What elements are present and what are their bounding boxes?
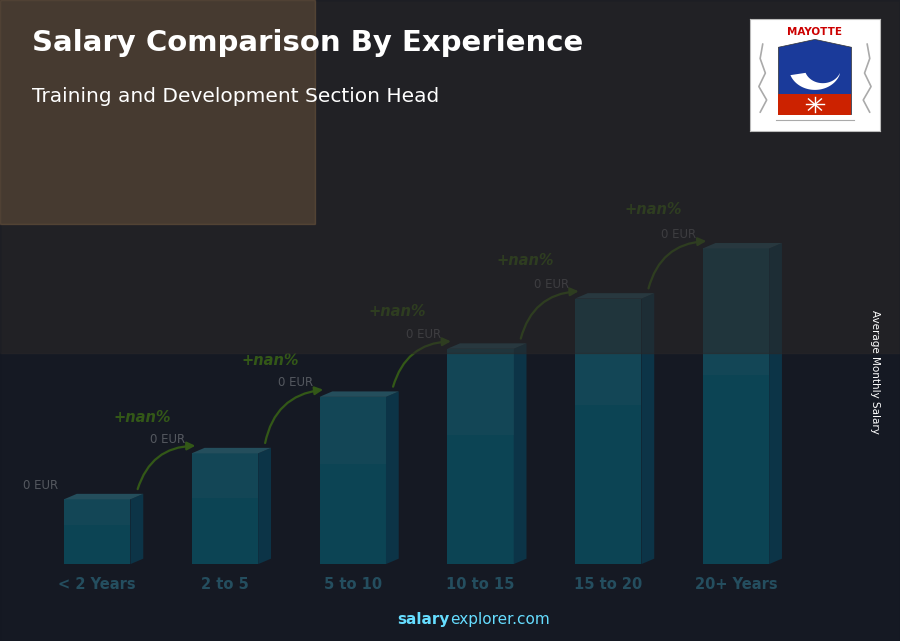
Bar [0, 0, 315, 224]
Text: +nan%: +nan% [625, 202, 681, 217]
Polygon shape [64, 494, 143, 499]
Polygon shape [192, 448, 271, 453]
Polygon shape [642, 293, 654, 564]
Polygon shape [320, 397, 386, 564]
Text: 0 EUR: 0 EUR [22, 479, 58, 492]
Polygon shape [575, 299, 642, 564]
Text: +nan%: +nan% [497, 253, 554, 268]
Text: 0 EUR: 0 EUR [662, 228, 697, 241]
Text: explorer.com: explorer.com [450, 612, 550, 627]
Polygon shape [192, 453, 258, 564]
Polygon shape [703, 249, 770, 375]
Text: Salary Comparison By Experience: Salary Comparison By Experience [32, 29, 583, 57]
Polygon shape [64, 499, 130, 564]
Polygon shape [790, 73, 840, 90]
Text: 0 EUR: 0 EUR [278, 376, 313, 389]
Polygon shape [770, 243, 782, 564]
Polygon shape [447, 344, 526, 349]
Text: +nan%: +nan% [369, 304, 427, 319]
Text: Training and Development Section Head: Training and Development Section Head [32, 87, 439, 106]
Polygon shape [320, 397, 386, 463]
Polygon shape [447, 349, 514, 564]
Polygon shape [575, 299, 642, 405]
Polygon shape [703, 243, 782, 249]
Text: 0 EUR: 0 EUR [150, 433, 185, 445]
Polygon shape [514, 344, 526, 564]
Text: salary: salary [398, 612, 450, 627]
Polygon shape [258, 448, 271, 564]
Polygon shape [192, 453, 258, 497]
Polygon shape [778, 94, 851, 115]
Polygon shape [130, 494, 143, 564]
Polygon shape [703, 249, 770, 564]
Text: Average Monthly Salary: Average Monthly Salary [870, 310, 880, 434]
Polygon shape [778, 40, 851, 115]
Polygon shape [447, 349, 514, 435]
Text: 0 EUR: 0 EUR [406, 328, 441, 341]
Polygon shape [575, 293, 654, 299]
Text: +nan%: +nan% [113, 410, 171, 425]
Text: MAYOTTE: MAYOTTE [788, 27, 842, 37]
Bar [0, 0, 900, 353]
Polygon shape [320, 392, 399, 397]
Polygon shape [64, 499, 130, 525]
Polygon shape [386, 392, 399, 564]
Text: +nan%: +nan% [241, 353, 299, 367]
Text: 0 EUR: 0 EUR [534, 278, 569, 291]
